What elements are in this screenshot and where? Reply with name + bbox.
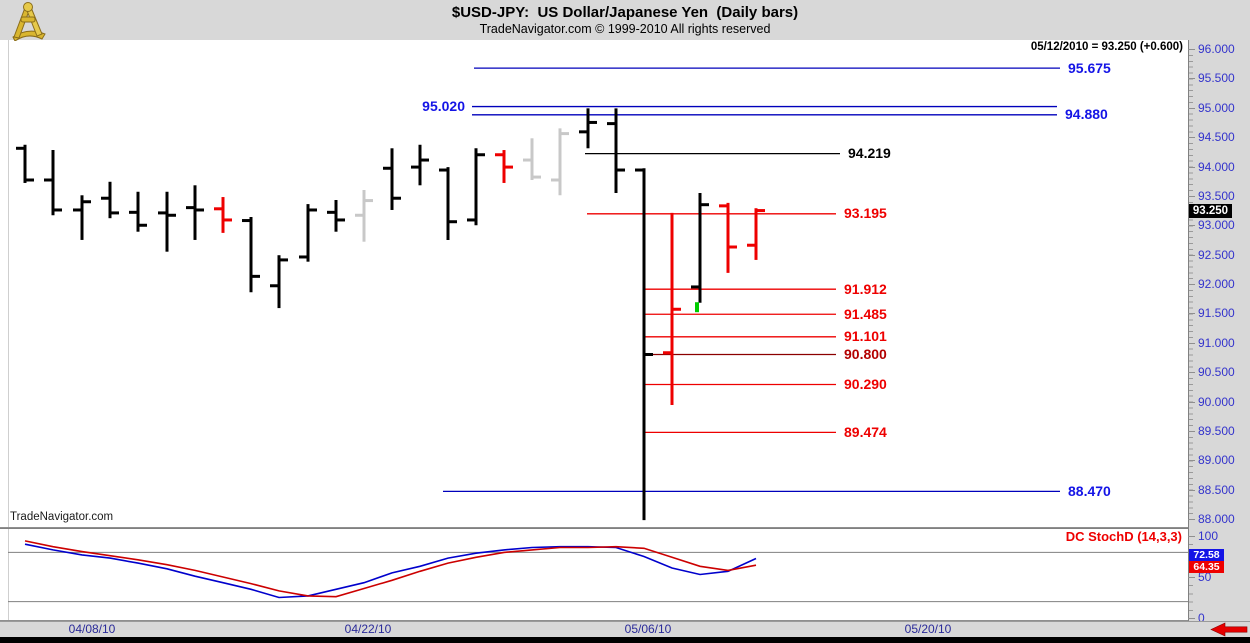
stoch-panel-bottom-border [0, 620, 1188, 621]
price-axis-tick [1188, 78, 1195, 80]
stoch-axis-label: 50 [1198, 570, 1212, 584]
price-axis-label: 88.000 [1198, 512, 1235, 526]
main-panel-bottom-border [0, 527, 1188, 528]
sextant-logo-icon [5, 1, 51, 42]
price-axis-label: 93.000 [1198, 218, 1235, 233]
price-axis-tick [1188, 313, 1195, 315]
price-axis-tick [1188, 166, 1195, 168]
price-axis-label: 96.000 [1198, 42, 1235, 56]
price-axis-label: 92.500 [1198, 247, 1235, 262]
chart-header: $USD-JPY: US Dollar/Japanese Yen (Daily … [0, 0, 1250, 42]
price-level-label: 94.219 [848, 145, 891, 162]
stoch-k-value-badge: 72.58 [1189, 549, 1224, 562]
price-axis-tick [1188, 401, 1195, 403]
price-level-label: 94.880 [1065, 106, 1108, 123]
price-axis-label: 91.000 [1198, 335, 1235, 350]
price-level-label: 90.800 [844, 346, 887, 362]
price-axis-tick [1188, 342, 1195, 344]
price-axis-label: 95.000 [1198, 100, 1235, 115]
date-axis-label: 05/20/10 [904, 622, 952, 636]
price-axis-label: 95.500 [1198, 71, 1235, 86]
price-chart-svg[interactable] [0, 40, 1188, 528]
watermark-text: TradeNavigator.com [10, 511, 114, 523]
price-axis-label: 90.000 [1198, 394, 1235, 409]
price-level-label: 89.474 [844, 423, 887, 440]
chart-subtitle: TradeNavigator.com © 1999-2010 All right… [479, 22, 771, 36]
price-axis-tick [1188, 430, 1195, 432]
price-level-label: 91.912 [844, 280, 887, 297]
stoch-line-StochD [24, 540, 757, 598]
bottom-black-bar [0, 637, 1250, 643]
price-level-label: 95.020 [422, 98, 465, 115]
date-axis-strip[interactable] [0, 621, 1250, 637]
price-level-label: 91.485 [844, 305, 887, 322]
price-axis-label: 94.500 [1198, 130, 1235, 145]
price-axis-tick [1188, 519, 1195, 520]
date-axis-label: 04/22/10 [344, 622, 392, 636]
stoch-line-StochK [24, 543, 757, 599]
stoch-axis-tick [1188, 577, 1195, 578]
price-axis-tick [1188, 195, 1195, 197]
plot-left-border [8, 40, 9, 620]
price-axis-tick [1188, 225, 1195, 227]
price-axis-tick [1188, 49, 1195, 50]
price-axis-tick [1188, 137, 1195, 139]
price-level-label: 88.470 [1068, 482, 1111, 499]
last-price-badge: 93.250 [1189, 203, 1232, 218]
price-level-label: 93.195 [844, 205, 887, 222]
price-axis-label: 92.000 [1198, 277, 1235, 291]
price-axis-tick [1188, 284, 1195, 285]
price-axis-tick [1188, 460, 1195, 462]
stoch-axis-tick [1188, 536, 1195, 537]
price-axis-strip[interactable] [1188, 40, 1250, 621]
price-level-label: 95.675 [1068, 59, 1111, 76]
price-axis-tick [1188, 107, 1195, 109]
price-axis-label: 89.000 [1198, 453, 1235, 468]
stoch-d-value-badge: 64.35 [1189, 561, 1224, 574]
price-axis-label: 89.500 [1198, 423, 1235, 438]
price-axis-label: 94.000 [1198, 159, 1235, 174]
stoch-indicator-label: DC StochD (14,3,3) [1065, 529, 1182, 544]
last-quote-line: 05/12/2010 = 93.250 (+0.600) [1030, 41, 1183, 53]
stoch-axis-label: 100 [1198, 529, 1219, 543]
date-axis-label: 04/08/10 [68, 622, 116, 636]
price-axis-tick [1188, 254, 1195, 256]
price-axis-tick [1188, 489, 1195, 491]
price-axis-label: 88.500 [1198, 482, 1235, 497]
price-axis-label: 93.500 [1198, 188, 1235, 203]
price-axis-tick [1188, 372, 1195, 374]
date-axis-label: 05/06/10 [624, 622, 672, 636]
price-axis-label: 91.500 [1198, 306, 1235, 321]
stoch-axis-tick [1188, 618, 1195, 619]
stoch-chart-svg[interactable] [0, 528, 1188, 621]
scroll-left-arrow-icon[interactable] [1210, 622, 1248, 637]
price-level-label: 90.290 [844, 375, 887, 392]
price-axis-label: 90.500 [1198, 365, 1235, 380]
price-level-label: 91.101 [844, 328, 887, 345]
stoch-axis-label: 0 [1198, 611, 1205, 625]
chart-title: $USD-JPY: US Dollar/Japanese Yen (Daily … [451, 4, 799, 21]
